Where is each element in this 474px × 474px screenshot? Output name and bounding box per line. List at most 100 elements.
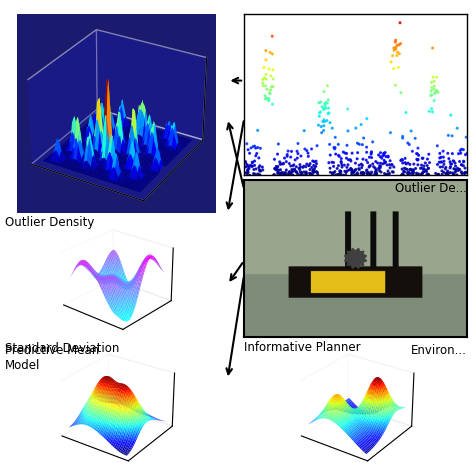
Point bbox=[347, 164, 355, 172]
Point bbox=[251, 170, 259, 178]
Point bbox=[309, 171, 316, 178]
Point bbox=[268, 32, 276, 40]
Point bbox=[287, 169, 295, 177]
Point bbox=[313, 142, 321, 149]
Point bbox=[461, 169, 469, 176]
Point bbox=[291, 165, 298, 173]
Point bbox=[312, 168, 320, 175]
Point bbox=[302, 169, 310, 177]
Point bbox=[358, 169, 365, 176]
Point bbox=[251, 142, 258, 150]
Point bbox=[442, 165, 449, 173]
Point bbox=[257, 167, 264, 175]
Point bbox=[398, 156, 405, 164]
Point bbox=[364, 170, 371, 177]
Point bbox=[244, 146, 252, 154]
Point bbox=[397, 157, 405, 164]
Point bbox=[243, 140, 251, 147]
Point bbox=[401, 155, 409, 162]
Point bbox=[440, 157, 448, 165]
Point bbox=[303, 147, 310, 155]
Point bbox=[275, 169, 283, 177]
Point bbox=[240, 158, 248, 165]
Point bbox=[259, 75, 266, 83]
Point bbox=[309, 167, 317, 174]
Point bbox=[352, 124, 360, 132]
Point bbox=[343, 164, 351, 171]
Point bbox=[426, 159, 433, 166]
Point bbox=[342, 172, 349, 179]
Point bbox=[302, 168, 310, 176]
Point bbox=[448, 150, 456, 157]
Point bbox=[263, 94, 270, 102]
Point bbox=[336, 153, 343, 160]
Point bbox=[461, 169, 469, 177]
Point bbox=[404, 170, 412, 177]
Point bbox=[292, 163, 300, 171]
Point bbox=[365, 169, 372, 176]
Point bbox=[254, 127, 262, 134]
Text: Standard Deviation: Standard Deviation bbox=[5, 342, 119, 355]
Point bbox=[305, 162, 313, 169]
Point bbox=[386, 164, 394, 172]
Point bbox=[325, 109, 333, 117]
Point bbox=[259, 166, 266, 173]
Point bbox=[322, 104, 329, 112]
Point bbox=[300, 168, 308, 176]
Point bbox=[335, 141, 342, 148]
Point bbox=[425, 164, 432, 172]
Point bbox=[344, 105, 351, 113]
Point bbox=[328, 158, 336, 166]
Point bbox=[422, 166, 430, 174]
Point bbox=[429, 44, 437, 52]
Point bbox=[281, 155, 288, 162]
Point bbox=[335, 170, 343, 178]
Point bbox=[447, 169, 454, 176]
Point bbox=[402, 165, 410, 173]
Point bbox=[458, 169, 466, 177]
Point bbox=[461, 170, 469, 177]
Point bbox=[318, 123, 325, 130]
Point bbox=[414, 150, 421, 158]
Point bbox=[247, 144, 255, 152]
Point bbox=[242, 159, 249, 166]
Point bbox=[340, 161, 348, 169]
Point bbox=[313, 160, 320, 167]
Point bbox=[322, 99, 330, 106]
Point bbox=[400, 167, 408, 175]
Point bbox=[359, 155, 367, 163]
Point bbox=[288, 168, 296, 176]
Point bbox=[277, 170, 284, 177]
Point bbox=[444, 149, 452, 157]
Point bbox=[372, 166, 380, 174]
Point bbox=[419, 165, 427, 173]
Point bbox=[429, 73, 437, 81]
Point bbox=[444, 169, 451, 176]
Point bbox=[255, 164, 263, 171]
Point bbox=[430, 82, 438, 90]
Point bbox=[273, 165, 281, 173]
Point bbox=[390, 65, 397, 73]
Point bbox=[331, 134, 339, 141]
Point bbox=[284, 147, 292, 155]
Point bbox=[438, 167, 446, 175]
Point bbox=[398, 171, 405, 179]
Point bbox=[326, 164, 334, 172]
Point bbox=[302, 163, 310, 171]
Point bbox=[435, 170, 442, 178]
Point bbox=[255, 154, 263, 162]
Point bbox=[243, 161, 251, 168]
Point bbox=[414, 145, 422, 152]
Point bbox=[321, 118, 328, 125]
Point bbox=[430, 85, 438, 93]
Point bbox=[424, 172, 431, 179]
Point bbox=[431, 90, 438, 97]
Point bbox=[348, 166, 356, 173]
Point bbox=[382, 158, 390, 166]
Point bbox=[269, 75, 277, 83]
Point bbox=[433, 73, 440, 81]
Point bbox=[284, 171, 292, 178]
Point bbox=[398, 165, 406, 173]
Point bbox=[388, 161, 396, 169]
Point bbox=[331, 144, 339, 151]
